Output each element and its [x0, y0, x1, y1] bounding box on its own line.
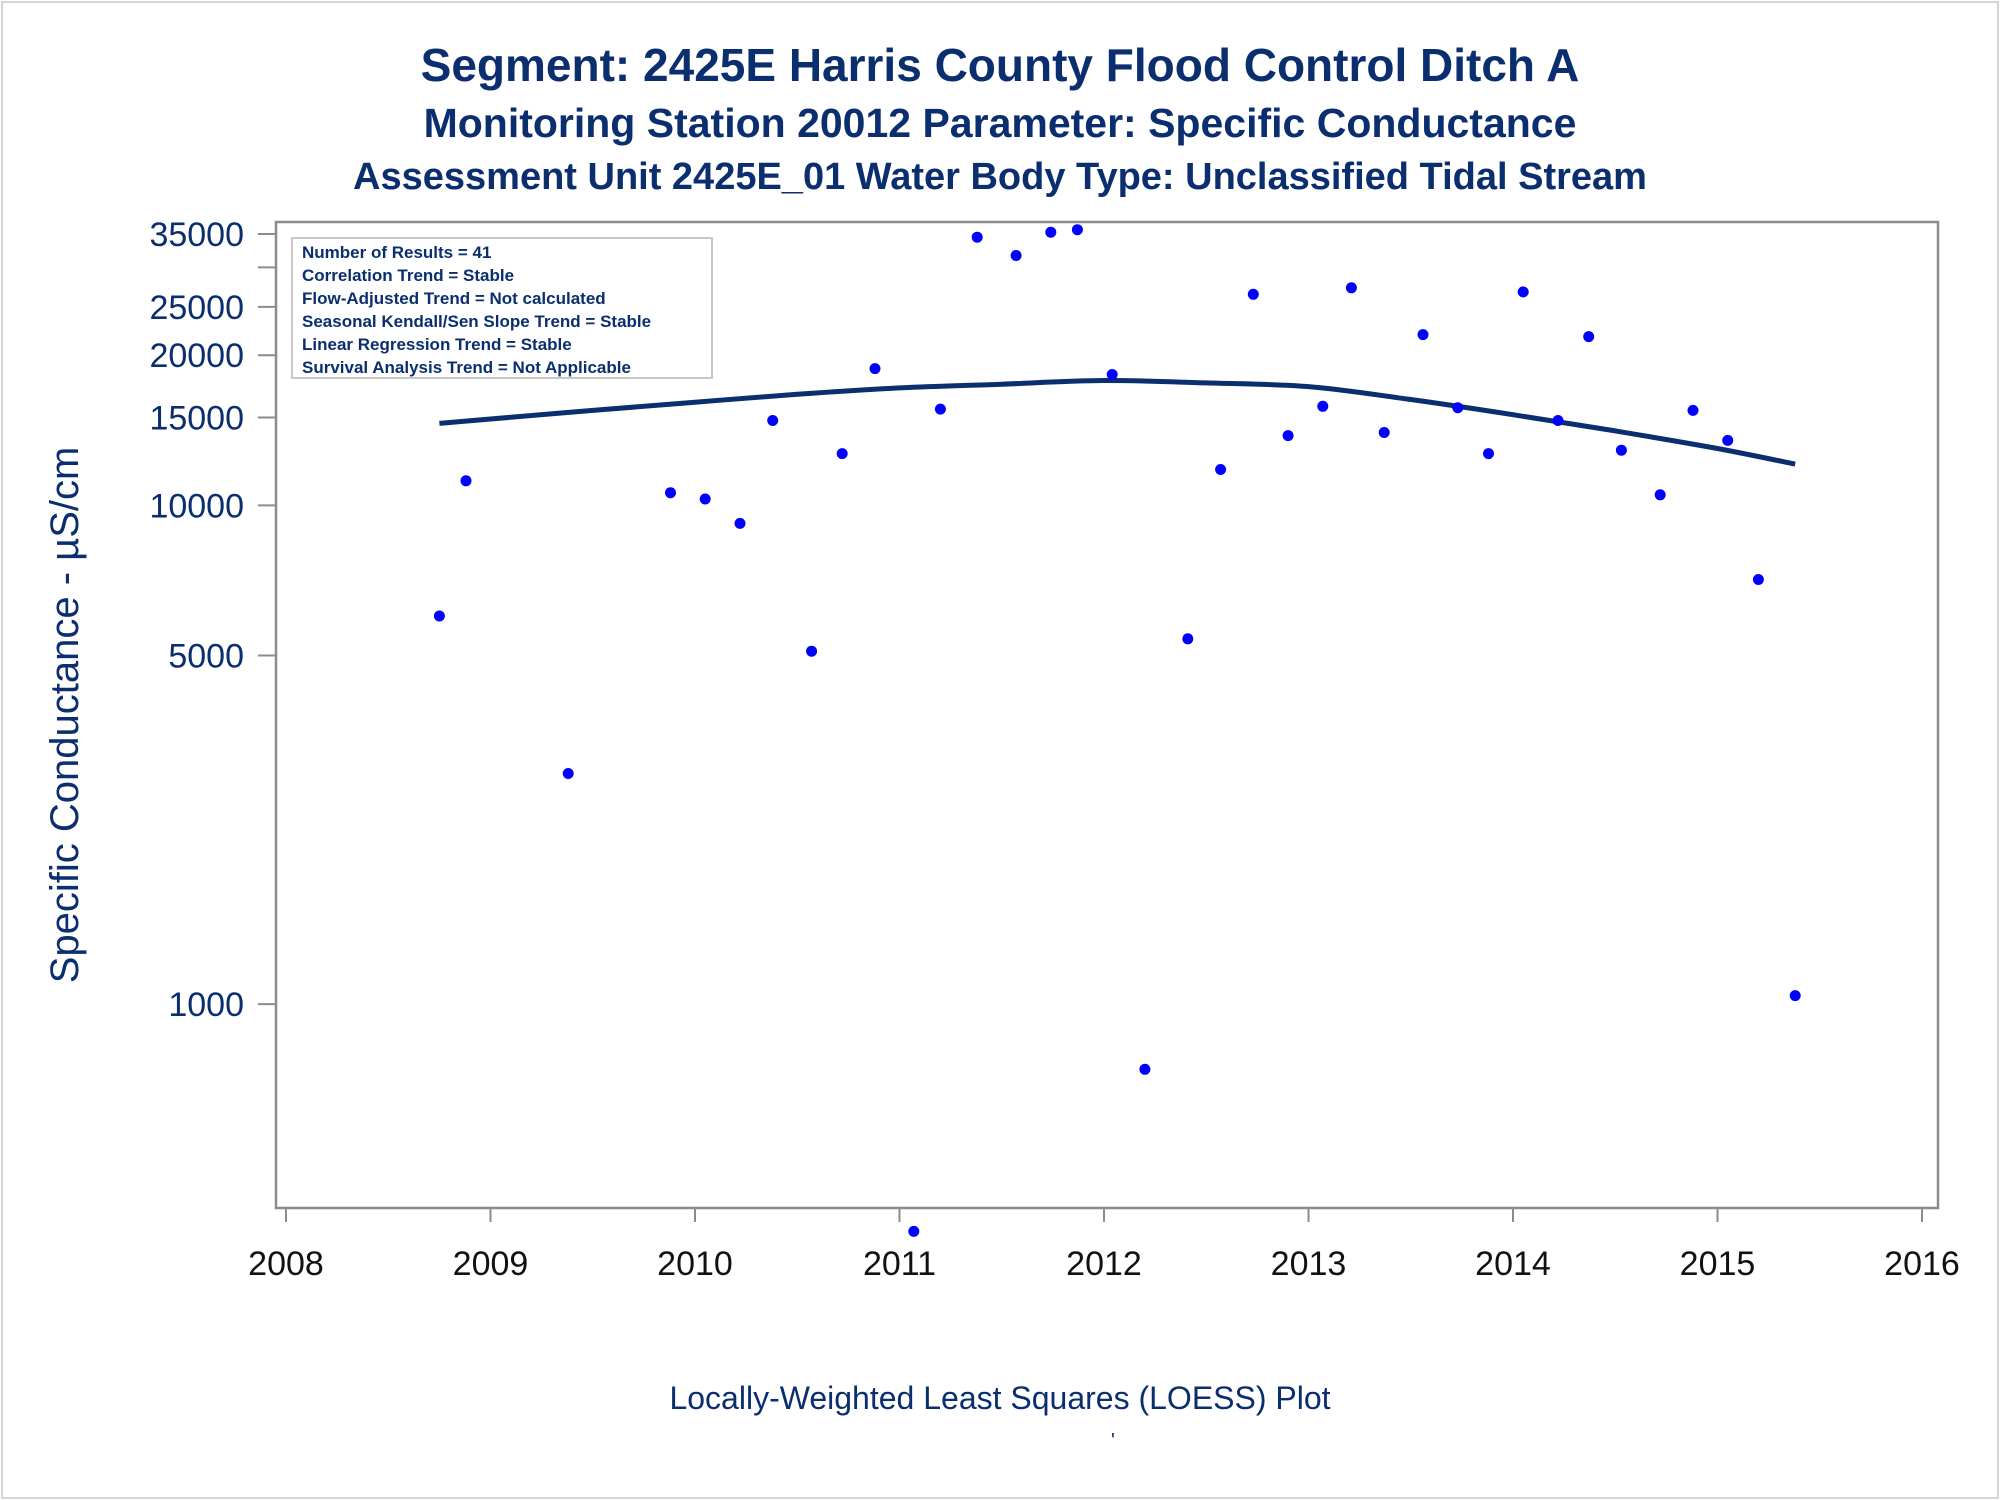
footnote-mark: ' [1111, 1430, 1115, 1452]
y-axis: 35000 25000 20000 15000 10000 5000 1000 [149, 216, 276, 1024]
data-point [1789, 990, 1801, 1002]
chart-title: Segment: 2425E Harris County Flood Contr… [420, 39, 1580, 91]
data-point [934, 403, 946, 415]
y-tick-label: 15000 [149, 400, 244, 438]
data-point [1345, 282, 1357, 294]
data-point [433, 610, 445, 622]
data-point [1552, 415, 1564, 426]
data-point [1182, 633, 1194, 645]
data-point [1615, 444, 1627, 456]
y-tick-label: 10000 [149, 487, 244, 525]
data-point [1654, 489, 1666, 501]
data-point [836, 448, 848, 460]
data-point [699, 493, 711, 505]
data-point [1282, 430, 1294, 442]
plot-method-note: Locally-Weighted Least Squares (LOESS) P… [669, 1380, 1331, 1416]
data-point [1045, 226, 1057, 238]
plot-area [274, 220, 1940, 1210]
trend-summary-line: Correlation Trend = Stable [302, 266, 514, 285]
data-point [562, 768, 574, 779]
data-point [734, 517, 746, 529]
data-point [1452, 402, 1464, 414]
trend-summary-line: Survival Analysis Trend = Not Applicable [302, 358, 631, 377]
trend-summary-line: Number of Results = 41 [302, 243, 491, 262]
trend-summary-line: Flow-Adjusted Trend = Not calculated [302, 289, 606, 308]
x-tick-label: 2008 [248, 1245, 324, 1283]
x-tick-label: 2009 [453, 1245, 529, 1283]
data-point [1417, 329, 1429, 341]
data-point [1517, 286, 1529, 298]
y-tick-label: 1000 [168, 986, 244, 1024]
data-point [1687, 404, 1699, 416]
data-point [1010, 250, 1022, 261]
y-tick-label: 5000 [168, 637, 244, 675]
data-point [1583, 331, 1595, 343]
data-point [1722, 434, 1734, 446]
trend-summary-line: Linear Regression Trend = Stable [302, 335, 572, 354]
data-point [1106, 369, 1118, 380]
x-tick-label: 2016 [1884, 1245, 1960, 1283]
trend-summary-line: Seasonal Kendall/Sen Slope Trend = Stabl… [302, 312, 651, 331]
data-point [665, 487, 676, 499]
trend-summary-box: Number of Results = 41 Correlation Trend … [291, 237, 713, 379]
data-point [1752, 574, 1764, 585]
data-point [869, 363, 881, 375]
data-point [1139, 1063, 1151, 1075]
data-point [1317, 400, 1329, 412]
data-point [806, 645, 818, 657]
data-point [1378, 427, 1390, 438]
data-point [1247, 288, 1259, 300]
y-axis-label: Specific Conductance - µS/cm [43, 447, 87, 984]
x-axis: 2008 2009 2010 2011 2012 2013 2014 2015 2016 [248, 1208, 1960, 1283]
y-tick-label: 20000 [149, 337, 244, 375]
x-tick-label: 2011 [863, 1245, 936, 1283]
y-tick-label: 25000 [149, 289, 244, 327]
x-tick-label: 2015 [1680, 1245, 1756, 1283]
data-point [1483, 448, 1494, 460]
loess-trend-line [439, 377, 1796, 467]
y-tick-label: 35000 [149, 216, 244, 254]
data-point [971, 231, 983, 243]
chart-subtitle-assessment: Assessment Unit 2425E_01 Water Body Type… [353, 156, 1647, 198]
data-point [1071, 224, 1083, 236]
x-tick-label: 2013 [1271, 1245, 1347, 1283]
x-tick-label: 2012 [1066, 1245, 1142, 1283]
chart-subtitle-station: Monitoring Station 20012 Parameter: Spec… [423, 100, 1577, 146]
data-point [908, 1225, 920, 1237]
data-point [767, 415, 779, 426]
data-point [1215, 464, 1227, 475]
x-tick-label: 2014 [1475, 1245, 1551, 1283]
x-tick-label: 2010 [657, 1245, 733, 1283]
data-point [460, 475, 472, 487]
